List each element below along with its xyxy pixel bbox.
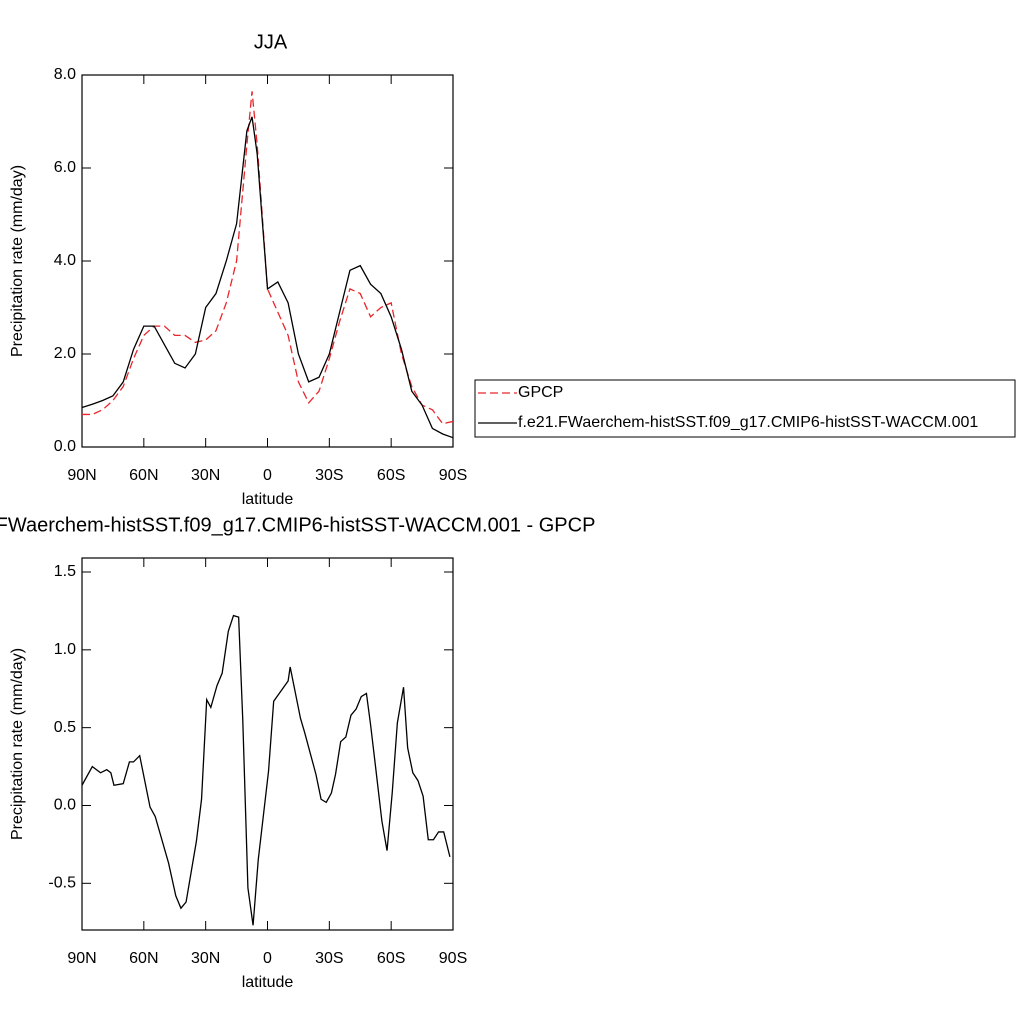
- y-tick-label: 0.0: [54, 438, 76, 455]
- chart-title: f.e21.FWaerchem-histSST.f09_g17.CMIP6-hi…: [0, 514, 595, 536]
- y-tick-label: 6.0: [54, 159, 76, 176]
- data-line: [81, 614, 451, 926]
- y-tick-label: -0.5: [48, 875, 76, 892]
- x-tick-label: 0: [263, 950, 272, 967]
- x-tick-label: 30N: [191, 950, 220, 967]
- chart-title: JJA: [254, 31, 288, 53]
- y-tick-label: 4.0: [54, 252, 76, 269]
- y-tick-label: 2.0: [54, 345, 76, 362]
- legend-label: f.e21.FWaerchem-histSST.f09_g17.CMIP6-hi…: [518, 414, 978, 431]
- x-axis-label: latitude: [242, 974, 294, 991]
- y-tick-label: 1.5: [54, 563, 76, 580]
- y-axis-label: Precipitation rate (mm/day): [9, 648, 26, 840]
- y-tick-label: 0.5: [54, 719, 76, 736]
- x-tick-label: 60N: [129, 467, 158, 484]
- x-tick-label: 60N: [129, 950, 158, 967]
- y-tick-label: 1.0: [54, 641, 76, 658]
- data-line: [81, 116, 454, 439]
- x-tick-label: 30N: [191, 467, 220, 484]
- y-tick-label: 8.0: [54, 66, 76, 83]
- plot-frame: [81, 557, 454, 931]
- x-tick-label: 90N: [67, 467, 96, 484]
- y-tick-label: 0.0: [54, 797, 76, 814]
- x-tick-label: 30S: [315, 467, 343, 484]
- x-tick-label: 90S: [439, 950, 467, 967]
- y-axis-label: Precipitation rate (mm/day): [9, 165, 26, 357]
- plot-frame: [81, 74, 454, 448]
- legend-box: [474, 379, 1016, 438]
- x-axis-label: latitude: [242, 491, 294, 508]
- legend-label: GPCP: [518, 384, 563, 401]
- x-tick-label: 90N: [67, 950, 96, 967]
- data-line: [82, 91, 454, 425]
- x-tick-label: 0: [263, 467, 272, 484]
- x-tick-label: 30S: [315, 950, 343, 967]
- x-tick-label: 60S: [377, 467, 405, 484]
- x-tick-label: 60S: [377, 950, 405, 967]
- x-tick-label: 90S: [439, 467, 467, 484]
